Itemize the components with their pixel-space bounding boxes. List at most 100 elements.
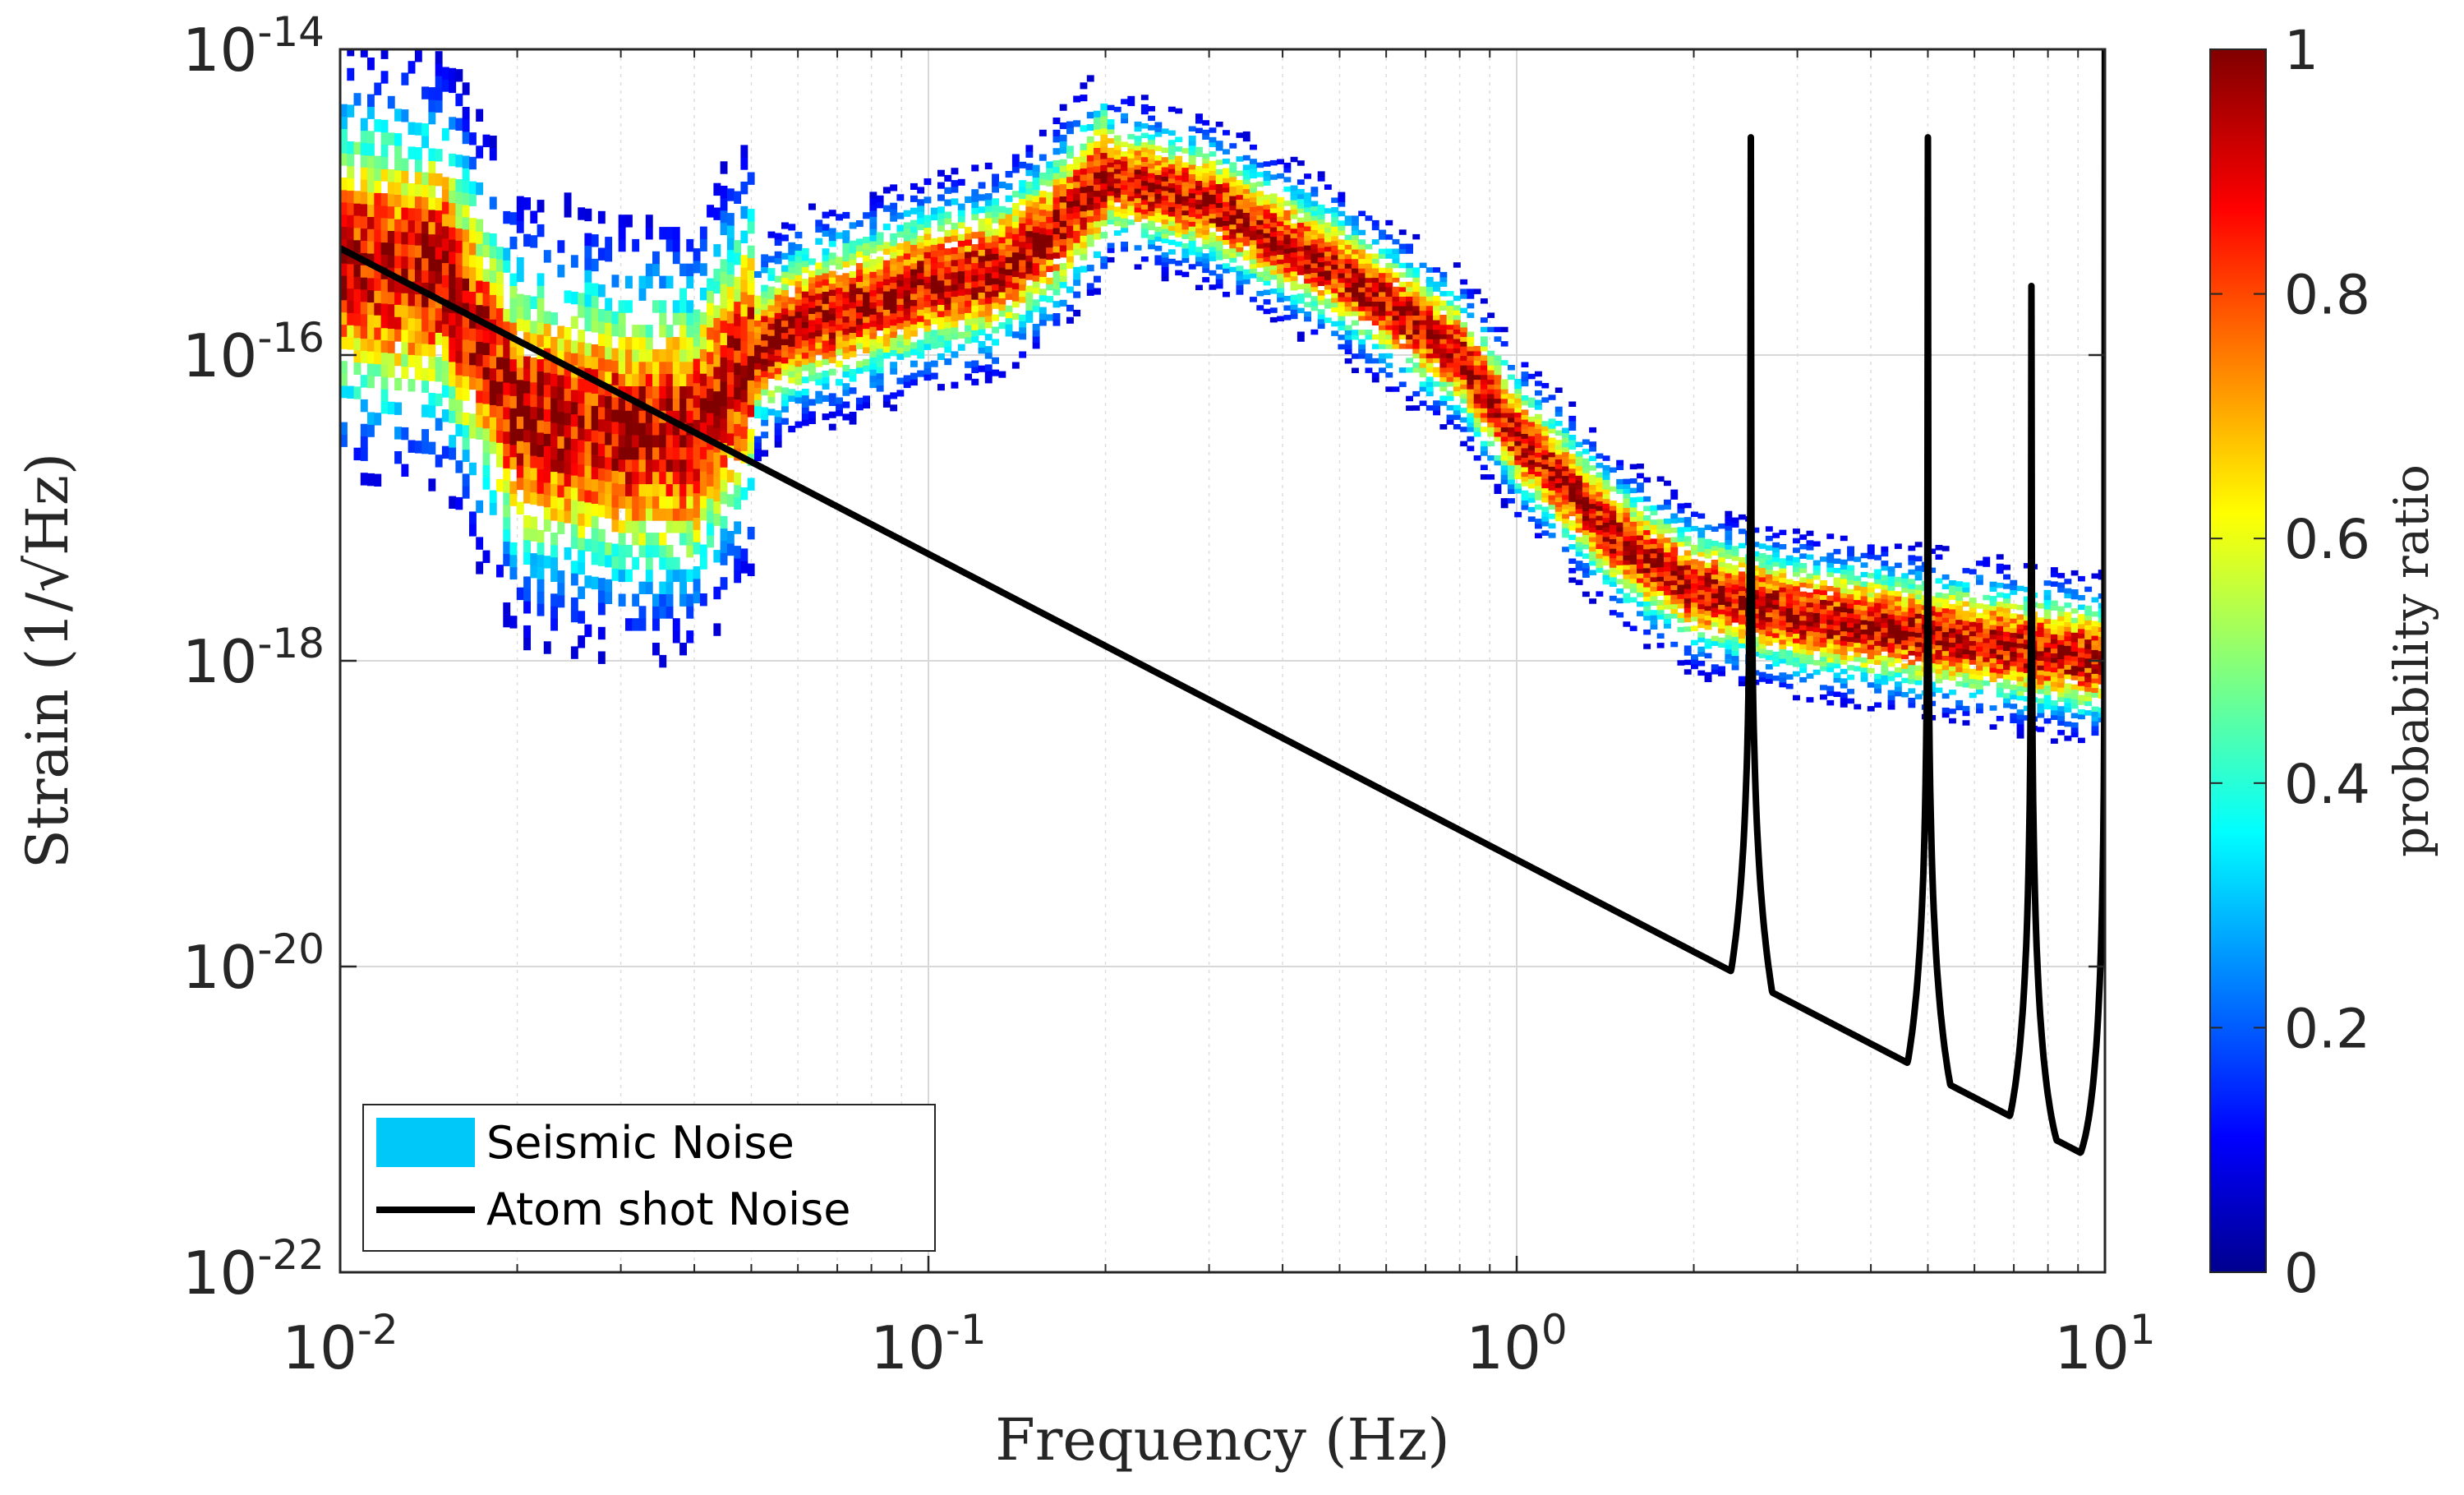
heatmap-cell bbox=[625, 483, 633, 496]
heatmap-cell bbox=[1317, 266, 1325, 272]
heatmap-cell bbox=[476, 537, 484, 550]
heatmap-cell bbox=[1310, 243, 1319, 250]
heatmap-cell bbox=[747, 563, 755, 576]
heatmap-cell bbox=[591, 283, 599, 296]
heatmap-cell bbox=[1019, 223, 1027, 230]
heatmap-cell bbox=[652, 435, 660, 448]
heatmap-cell bbox=[1487, 431, 1495, 437]
heatmap-cell bbox=[740, 230, 748, 243]
heatmap-cell bbox=[496, 271, 504, 284]
heatmap-cell bbox=[1324, 317, 1332, 323]
heatmap-cell bbox=[597, 370, 606, 383]
heatmap-cell bbox=[992, 278, 999, 285]
heatmap-cell bbox=[1344, 292, 1352, 298]
heatmap-cell bbox=[1168, 149, 1176, 155]
heatmap-cell bbox=[632, 593, 640, 607]
heatmap-cell bbox=[360, 167, 368, 180]
heatmap-cell bbox=[611, 470, 619, 483]
heatmap-cell bbox=[1229, 266, 1237, 273]
heatmap-cell bbox=[1296, 265, 1305, 270]
heatmap-cell bbox=[611, 507, 619, 520]
heatmap-cell bbox=[1277, 249, 1284, 255]
heatmap-cell bbox=[1080, 247, 1088, 255]
heatmap-cell bbox=[679, 398, 687, 411]
heatmap-cell bbox=[903, 314, 911, 321]
heatmap-cell bbox=[801, 419, 809, 427]
heatmap-cell bbox=[1623, 579, 1631, 584]
heatmap-cell bbox=[720, 381, 728, 395]
heatmap-cell bbox=[890, 233, 898, 240]
heatmap-cell bbox=[1494, 403, 1502, 408]
heatmap-cell bbox=[353, 276, 362, 289]
heatmap-cell bbox=[414, 367, 422, 381]
heatmap-cell bbox=[1412, 233, 1421, 240]
heatmap-cell bbox=[1711, 635, 1719, 642]
heatmap-cell bbox=[917, 235, 925, 242]
heatmap-cell bbox=[1236, 270, 1244, 276]
heatmap-cell bbox=[1256, 172, 1264, 178]
heatmap-cell bbox=[605, 591, 613, 604]
heatmap-cell bbox=[1269, 193, 1278, 199]
heatmap-cell bbox=[1134, 145, 1142, 151]
heatmap-cell bbox=[367, 253, 375, 266]
heatmap-cell bbox=[1535, 456, 1542, 463]
heatmap-cell bbox=[1134, 121, 1142, 127]
heatmap-cell bbox=[449, 153, 457, 167]
heatmap-cell bbox=[672, 446, 680, 460]
heatmap-cell bbox=[1412, 367, 1421, 373]
heatmap-cell bbox=[1324, 279, 1332, 285]
heatmap-cell bbox=[965, 196, 972, 203]
heatmap-cell bbox=[788, 395, 796, 402]
heatmap-cell bbox=[1398, 291, 1407, 297]
heatmap-cell bbox=[1263, 299, 1271, 305]
heatmap-cell bbox=[550, 410, 558, 423]
heatmap-cell bbox=[923, 282, 932, 289]
heatmap-cell bbox=[353, 191, 362, 204]
heatmap-cell bbox=[428, 356, 436, 369]
heatmap-cell bbox=[1025, 248, 1034, 256]
heatmap-cell bbox=[1283, 248, 1292, 254]
heatmap-cell bbox=[863, 267, 870, 275]
heatmap-cell bbox=[957, 203, 965, 210]
heatmap-cell bbox=[557, 240, 565, 253]
heatmap-cell bbox=[1086, 155, 1094, 162]
heatmap-cell bbox=[1161, 166, 1169, 173]
heatmap-cell bbox=[645, 398, 653, 411]
heatmap-cell bbox=[1080, 186, 1088, 193]
heatmap-cell bbox=[1656, 633, 1665, 639]
heatmap-cell bbox=[1331, 207, 1339, 213]
heatmap-cell bbox=[557, 362, 565, 376]
heatmap-cell bbox=[421, 209, 429, 222]
heatmap-cell bbox=[523, 233, 531, 247]
heatmap-cell bbox=[767, 298, 776, 306]
heatmap-cell bbox=[1032, 287, 1040, 294]
heatmap-cell bbox=[1283, 210, 1292, 216]
heatmap-cell bbox=[1406, 405, 1413, 411]
heatmap-cell bbox=[1113, 106, 1121, 113]
heatmap-cell bbox=[584, 501, 592, 515]
heatmap-cell bbox=[401, 464, 409, 477]
heatmap-cell bbox=[781, 252, 789, 260]
heatmap-cell bbox=[597, 358, 606, 371]
heatmap-cell bbox=[699, 471, 707, 484]
heatmap-cell bbox=[1670, 537, 1679, 542]
heatmap-cell bbox=[1535, 413, 1542, 420]
heatmap-cell bbox=[591, 258, 599, 272]
heatmap-cell bbox=[1317, 275, 1325, 282]
heatmap-cell bbox=[1425, 291, 1434, 297]
heatmap-cell bbox=[1175, 165, 1183, 171]
heatmap-cell bbox=[1324, 303, 1332, 309]
heatmap-cell bbox=[1263, 223, 1271, 228]
heatmap-cell bbox=[1277, 263, 1284, 270]
heatmap-cell bbox=[469, 254, 477, 268]
heatmap-cell bbox=[1656, 533, 1665, 539]
heatmap-cell bbox=[910, 348, 918, 355]
heatmap-cell bbox=[890, 251, 898, 259]
heatmap-cell bbox=[788, 248, 796, 256]
heatmap-cell bbox=[1181, 181, 1190, 187]
heatmap-cell bbox=[855, 397, 864, 404]
heatmap-cell bbox=[693, 261, 701, 274]
heatmap-cell bbox=[686, 238, 694, 252]
heatmap-cell bbox=[693, 431, 701, 445]
heatmap-cell bbox=[1425, 343, 1434, 349]
